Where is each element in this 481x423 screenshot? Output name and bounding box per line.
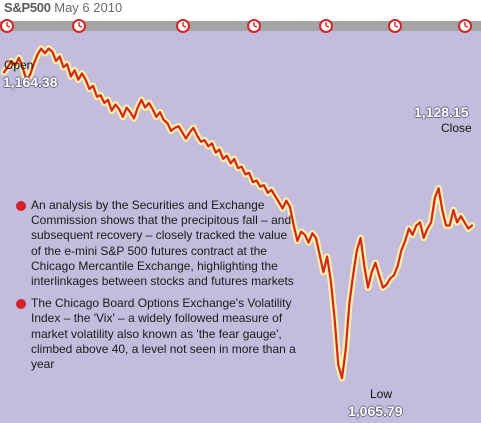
- clock-icon: [319, 19, 333, 33]
- open-value: 1,164.38: [3, 74, 58, 90]
- clock-icon: [72, 19, 86, 33]
- notes-list: An analysis by the Securities and Exchan…: [16, 198, 298, 379]
- note-text: An analysis by the Securities and Exchan…: [31, 198, 294, 289]
- chart-title: S&P500: [4, 0, 51, 15]
- clock-icon: [247, 19, 261, 33]
- note-text: The Chicago Board Options Exchange's Vol…: [31, 296, 296, 372]
- price-line-layer: [0, 45, 476, 382]
- clock-icon: [0, 19, 14, 33]
- price-line: [2, 47, 474, 380]
- plot-background: [0, 24, 481, 423]
- low-value: 1,065.79: [348, 403, 403, 419]
- clock-icon: [458, 19, 472, 33]
- chart-subtitle: May 6 2010: [54, 0, 123, 15]
- chart-heading: S&P500 May 6 2010: [4, 0, 122, 15]
- time-bar: [0, 21, 481, 31]
- clock-icon: [176, 19, 190, 33]
- close-value: 1,128.15: [414, 104, 469, 120]
- open-label: Open: [4, 58, 34, 72]
- bullet-dot-icon: [16, 299, 26, 310]
- note-item: The Chicago Board Options Exchange's Vol…: [16, 296, 298, 372]
- note-item: An analysis by the Securities and Exchan…: [16, 198, 298, 289]
- close-label: Close: [441, 121, 472, 135]
- clock-icon: [388, 19, 402, 33]
- clock-row: [0, 19, 472, 33]
- bullet-dot-icon: [16, 201, 26, 211]
- low-label: Low: [370, 387, 393, 401]
